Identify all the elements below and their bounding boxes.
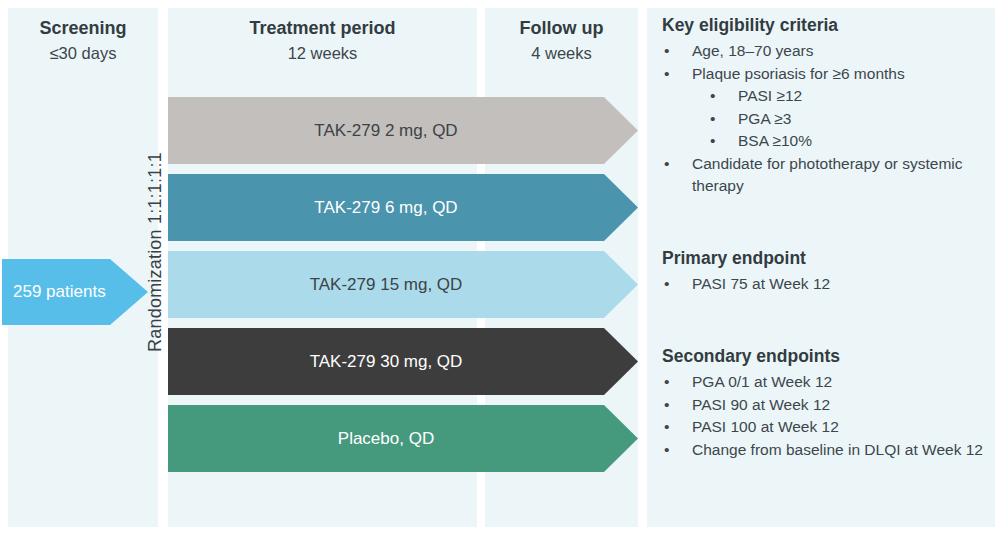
bullet-icon: • [662,273,692,296]
arm-label: TAK-279 15 mg, QD [310,275,463,295]
bullet-item: •PGA 0/1 at Week 12 [662,371,985,394]
study-design-diagram: Screening ≤30 days Treatment period 12 w… [0,0,1000,535]
bullet-item: •PASI 90 at Week 12 [662,394,985,417]
followup-duration: 4 weeks [485,41,638,65]
eligibility-list: •Age, 18–70 years•Plaque psoriasis for ≥… [662,40,985,198]
bullet-text: PASI 75 at Week 12 [692,273,985,296]
screening-title: Screening [8,15,158,41]
bullet-text: Age, 18–70 years [692,40,985,63]
bullet-item: •PASI 75 at Week 12 [662,273,985,296]
arm-label: TAK-279 2 mg, QD [314,121,457,141]
bullet-item: •Age, 18–70 years [662,40,985,63]
bullet-text: BSA ≥10% [738,130,985,153]
bullet-icon: • [662,394,692,417]
bullet-item: •PASI 100 at Week 12 [662,416,985,439]
arm-arrow-placebo: Placebo, QD [168,405,638,472]
primary-endpoint-title: Primary endpoint [662,246,985,270]
bullet-icon: • [662,439,692,462]
bullet-text: PASI 90 at Week 12 [692,394,985,417]
randomization-label: Randomization 1:1:1:1:1 [145,112,165,392]
secondary-endpoints-section: Secondary endpoints •PGA 0/1 at Week 12•… [647,344,995,461]
followup-title: Follow up [485,15,638,41]
arm-arrow-tak279-6mg: TAK-279 6 mg, QD [168,174,638,241]
eligibility-title: Key eligibility criteria [662,13,985,37]
screening-header: Screening ≤30 days [8,8,158,65]
bullet-icon: • [708,85,738,108]
bullet-text: PASI 100 at Week 12 [692,416,985,439]
followup-header: Follow up 4 weeks [485,8,638,65]
bullet-item: •Change from baseline in DLQI at Week 12 [662,439,985,462]
arm-label: TAK-279 6 mg, QD [314,198,457,218]
bullet-icon: • [662,63,692,86]
bullet-icon: • [662,153,692,198]
bullet-icon: • [708,108,738,131]
screening-duration: ≤30 days [8,41,158,65]
bullet-item: •Plaque psoriasis for ≥6 months [662,63,985,86]
arm-arrow-tak279-2mg: TAK-279 2 mg, QD [168,97,638,164]
bullet-text: Candidate for phototherapy or systemic t… [692,153,985,198]
bullet-text: PGA ≥3 [738,108,985,131]
treatment-title: Treatment period [168,15,477,41]
arm-arrow-tak279-30mg: TAK-279 30 mg, QD [168,328,638,395]
secondary-endpoints-list: •PGA 0/1 at Week 12•PASI 90 at Week 12•P… [662,371,985,461]
patients-count-label: 259 patients [13,282,106,302]
info-column: Key eligibility criteria •Age, 18–70 yea… [647,8,995,527]
bullet-text: PASI ≥12 [738,85,985,108]
bullet-text: Plaque psoriasis for ≥6 months [692,63,985,86]
bullet-item: •Candidate for phototherapy or systemic … [662,153,985,198]
bullet-icon: • [708,130,738,153]
treatment-header: Treatment period 12 weeks [168,8,477,65]
bullet-item: •PASI ≥12 [662,85,985,108]
arm-label: TAK-279 30 mg, QD [310,352,463,372]
arm-label: Placebo, QD [338,429,434,449]
bullet-text: Change from baseline in DLQI at Week 12 [692,439,985,462]
primary-endpoint-section: Primary endpoint •PASI 75 at Week 12 [647,246,995,296]
treatment-duration: 12 weeks [168,41,477,65]
bullet-icon: • [662,40,692,63]
secondary-endpoints-title: Secondary endpoints [662,344,985,368]
arm-arrow-tak279-15mg: TAK-279 15 mg, QD [168,251,638,318]
bullet-item: •BSA ≥10% [662,130,985,153]
bullet-text: PGA 0/1 at Week 12 [692,371,985,394]
bullet-icon: • [662,371,692,394]
bullet-item: •PGA ≥3 [662,108,985,131]
bullet-icon: • [662,416,692,439]
primary-endpoint-list: •PASI 75 at Week 12 [662,273,985,296]
eligibility-section: Key eligibility criteria •Age, 18–70 yea… [647,13,995,198]
